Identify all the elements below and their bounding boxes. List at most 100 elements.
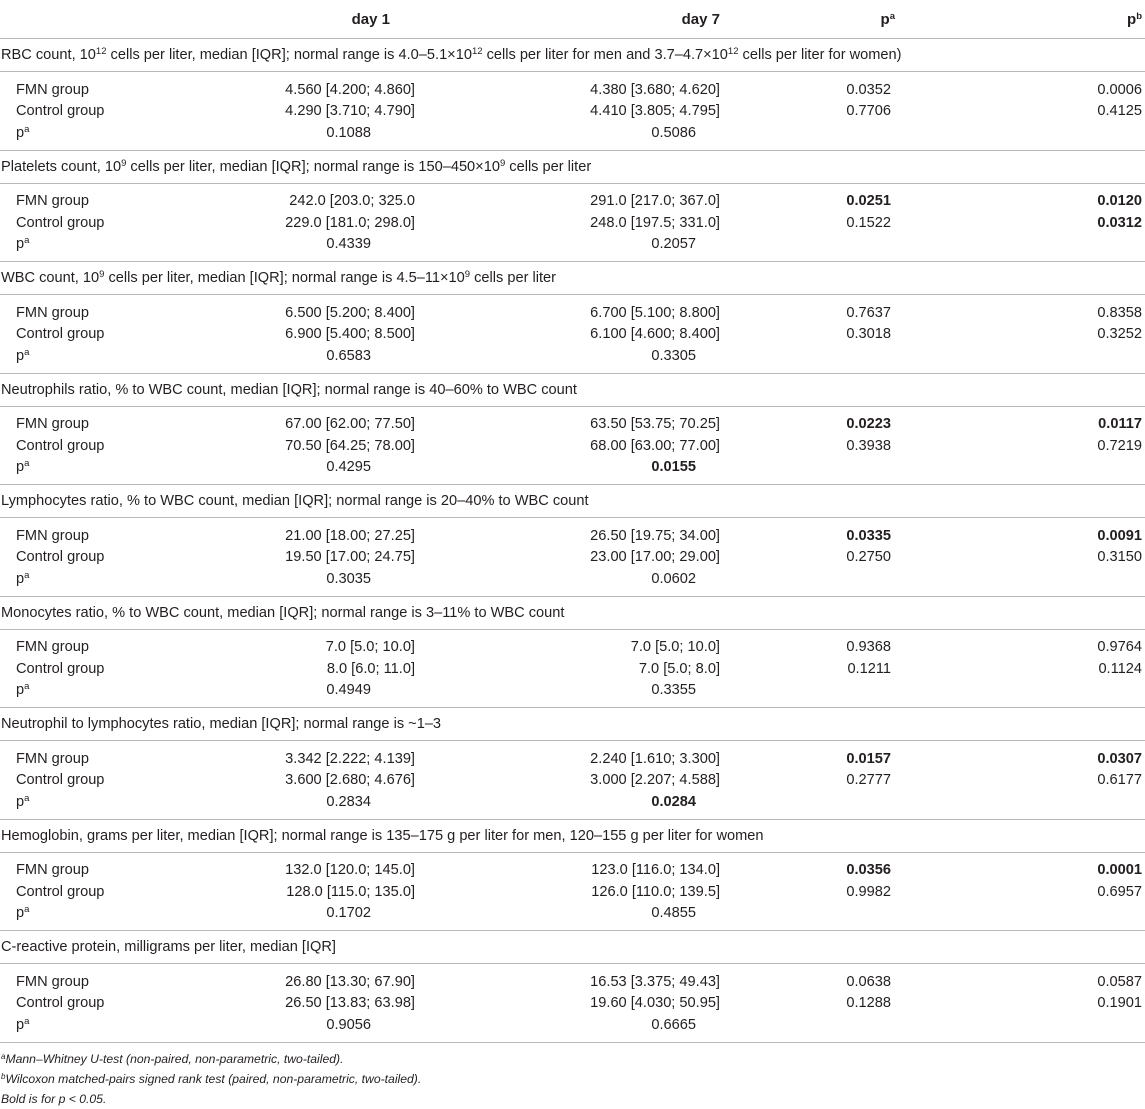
section-title-text: cells per liter for men and 3.7–4.7×10 xyxy=(482,47,728,63)
section-title-text: Platelets count, 10 xyxy=(1,158,122,175)
day7-value: 3.000 [2.207; 4.588] xyxy=(590,772,720,789)
day1-value: 4.560 [4.200; 4.860] xyxy=(285,81,415,98)
p-day1-value: 0.1702 xyxy=(145,902,480,931)
header-pa-base: p xyxy=(880,10,890,28)
day7-value: 6.100 [4.600; 8.400] xyxy=(590,326,720,343)
group-label: FMN group xyxy=(16,81,89,98)
section-title-sup: 12 xyxy=(95,46,107,57)
section-title-text: Lymphocytes ratio, % to WBC count, media… xyxy=(1,493,589,509)
pa-value: 0.7706 xyxy=(846,103,891,120)
p-row-label: pa xyxy=(0,902,145,931)
empty-cell xyxy=(780,122,965,151)
pa-value: 0.9368 xyxy=(846,639,891,656)
p-row-label-sup: a xyxy=(24,681,30,693)
section-title: Lymphocytes ratio, % to WBC count, media… xyxy=(0,484,1145,518)
section-title-text: cells per liter, median [IQR]; normal ra… xyxy=(104,270,465,286)
table-row: Control group 229.0 [181.0; 298.0] 248.0 [… xyxy=(0,212,1145,234)
p-day1-value: 0.6583 xyxy=(145,345,480,374)
header-pb: pb xyxy=(965,0,1145,39)
header-pa-sup: a xyxy=(889,10,895,22)
pa-value: 0.0352 xyxy=(846,81,891,98)
p-row-label-base: p xyxy=(16,682,25,699)
empty-cell xyxy=(965,568,1145,597)
table-row: FMN group 26.80 [13.30; 67.90] 16.53 [3.37… xyxy=(0,964,1145,993)
pb-value: 0.0091 xyxy=(1097,527,1142,544)
section-title-text: Neutrophils ratio, % to WBC count, media… xyxy=(1,381,577,398)
empty-cell xyxy=(780,791,965,820)
section-title: Hemoglobin, grams per liter, median [IQR… xyxy=(0,819,1145,853)
pb-value: 0.7219 xyxy=(1097,437,1142,454)
section-header-row: WBC count, 109 cells per liter, median [… xyxy=(0,261,1145,295)
p-row-label-base: p xyxy=(16,1016,25,1033)
header-day1: day 1 xyxy=(145,0,480,39)
p-value-row: pa 0.1702 0.4855 xyxy=(0,902,1145,931)
p-day7-value: 0.0284 xyxy=(480,791,780,820)
day1-value: 21.00 [18.00; 27.25] xyxy=(285,527,415,544)
day1-value: 67.00 [62.00; 77.50] xyxy=(285,416,415,433)
section-title-text: Neutrophil to lymphocytes ratio, median … xyxy=(1,716,442,732)
empty-cell xyxy=(780,456,965,485)
section-title-sup: 9 xyxy=(99,269,105,280)
day7-value: 63.50 [53.75; 70.25] xyxy=(590,416,720,433)
day7-value: 248.0 [197.5; 331.0] xyxy=(590,214,720,231)
group-label: Control group xyxy=(16,103,105,120)
p-day1-value: 0.2834 xyxy=(145,791,480,820)
day7-value: 68.00 [63.00; 77.00] xyxy=(590,437,720,454)
p-value-row: pa 0.9056 0.6665 xyxy=(0,1014,1145,1043)
p-value-row: pa 0.6583 0.3305 xyxy=(0,345,1145,374)
section-title: WBC count, 109 cells per liter, median [… xyxy=(0,261,1145,295)
table-row: FMN group 242.0 [203.0; 325.0 291.0 [217.0… xyxy=(0,183,1145,212)
empty-cell xyxy=(965,456,1145,485)
table-row: FMN group 21.00 [18.00; 27.25] 26.50 [19.7… xyxy=(0,518,1145,547)
pa-value: 0.3018 xyxy=(846,326,891,343)
p-row-label: pa xyxy=(0,345,145,374)
p-row-label-base: p xyxy=(16,124,25,141)
group-label: FMN group xyxy=(16,193,89,210)
pb-value: 0.1901 xyxy=(1097,995,1142,1012)
table-row: FMN group 67.00 [62.00; 77.50] 63.50 [53.7… xyxy=(0,406,1145,435)
table-row: Control group 19.50 [17.00; 24.75] 23.00 [… xyxy=(0,547,1145,569)
pa-value: 0.0157 xyxy=(846,750,891,767)
group-label: FMN group xyxy=(16,973,89,990)
footnote: bWilcoxon matched-pairs signed rank test… xyxy=(1,1069,1145,1089)
day7-value: 19.60 [4.030; 50.95] xyxy=(590,995,720,1012)
p-row-label-sup: a xyxy=(24,1015,30,1027)
section-title-text: Hemoglobin, grams per liter, median [IQR… xyxy=(1,827,764,844)
day1-value: 8.0 [6.0; 11.0] xyxy=(326,660,415,677)
day1-value: 4.290 [3.710; 4.790] xyxy=(285,103,415,120)
empty-cell xyxy=(965,1014,1145,1043)
footnote-text: Bold is for p < 0.05. xyxy=(1,1091,107,1106)
pa-value: 0.0223 xyxy=(846,416,891,433)
table-body: RBC count, 1012 cells per liter, median … xyxy=(0,38,1145,1043)
section-title-sup: 9 xyxy=(121,157,127,169)
day7-value: 4.380 [3.680; 4.620] xyxy=(590,81,720,98)
p-row-label: pa xyxy=(0,233,145,262)
day7-value: 7.0 [5.0; 10.0] xyxy=(630,639,720,656)
empty-cell xyxy=(965,902,1145,931)
day1-value: 229.0 [181.0; 298.0] xyxy=(285,214,415,231)
p-row-label-base: p xyxy=(16,793,25,810)
pa-value: 0.2777 xyxy=(846,772,891,789)
header-pb-base: p xyxy=(1127,10,1137,28)
section-header-row: Neutrophil to lymphocytes ratio, median … xyxy=(0,707,1145,741)
section-title: Neutrophils ratio, % to WBC count, media… xyxy=(0,373,1145,407)
day7-value: 6.700 [5.100; 8.800] xyxy=(590,304,720,321)
group-label: Control group xyxy=(16,549,105,566)
pb-value: 0.4125 xyxy=(1097,103,1142,120)
header-empty-cell xyxy=(0,0,145,39)
pb-value: 0.8358 xyxy=(1097,304,1142,321)
section-header-row: C-reactive protein, milligrams per liter… xyxy=(0,930,1145,964)
group-label: Control group xyxy=(16,772,105,789)
p-row-label-sup: a xyxy=(24,904,30,916)
group-label: Control group xyxy=(16,660,105,677)
group-label: FMN group xyxy=(16,862,89,879)
section-header-row: Monocytes ratio, % to WBC count, median … xyxy=(0,596,1145,630)
section-title-sup: 9 xyxy=(464,269,471,280)
pb-value: 0.0006 xyxy=(1097,81,1142,98)
section-title-sup: 12 xyxy=(727,46,739,57)
table-row: Control group 26.50 [13.83; 63.98] 19.60 [… xyxy=(0,993,1145,1015)
table-footnotes: aMann–Whitney U-test (non-paired, non-pa… xyxy=(0,1043,1145,1109)
day7-value: 26.50 [19.75; 34.00] xyxy=(590,527,720,544)
p-row-label-base: p xyxy=(16,905,25,922)
